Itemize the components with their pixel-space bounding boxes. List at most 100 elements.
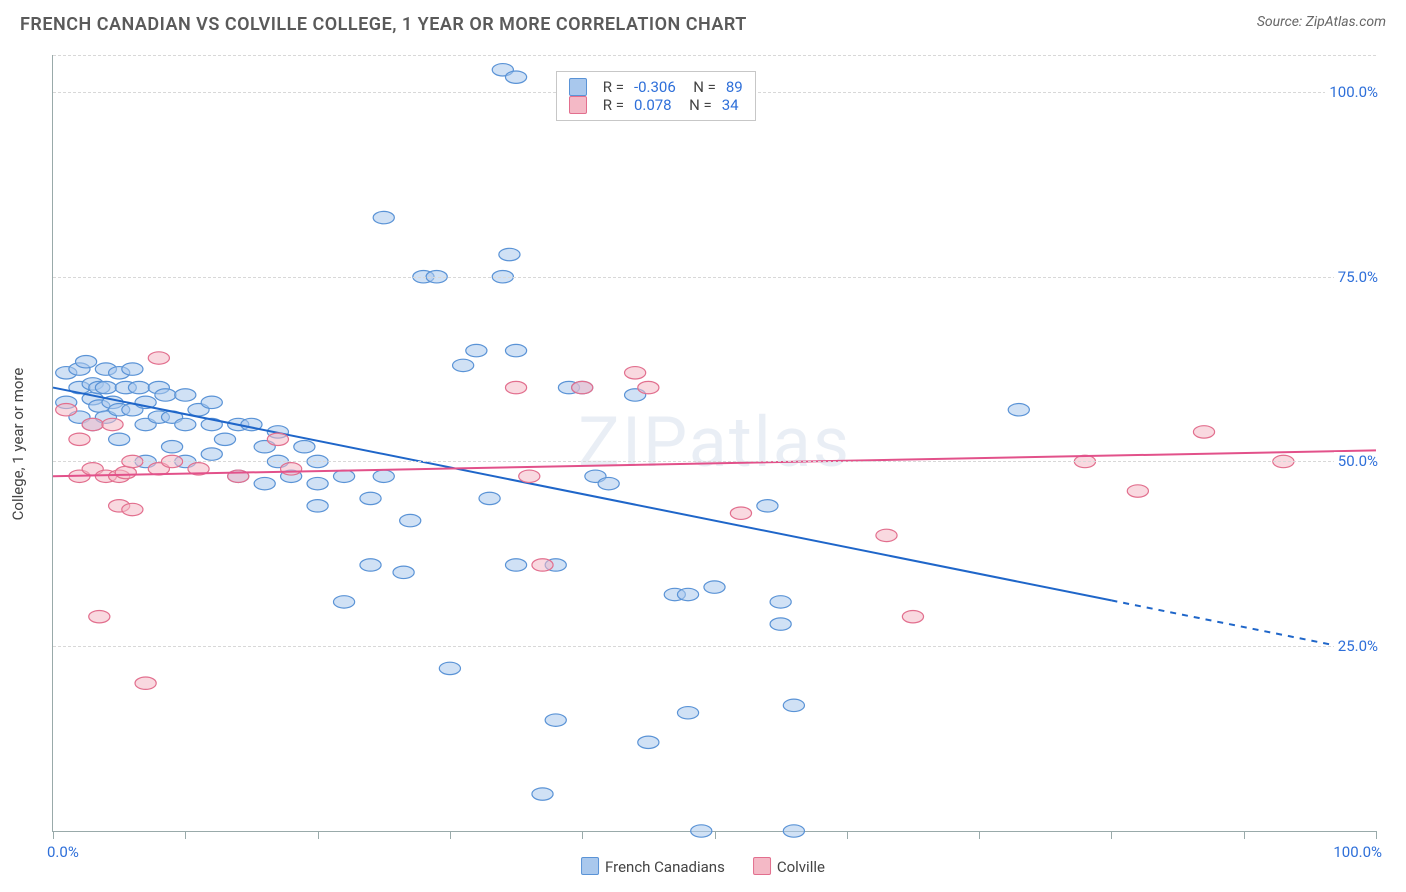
stats-row: R = -0.306 N = 89 [569,78,743,96]
data-point [499,248,520,260]
data-point [400,514,421,526]
gridline [53,277,1376,278]
header: FRENCH CANADIAN VS COLVILLE COLLEGE, 1 Y… [0,0,1406,41]
data-point [532,559,553,571]
y-tick-label: 25.0% [1334,637,1382,655]
legend-item: Colville [753,857,825,876]
y-tick-label: 100.0% [1325,83,1382,101]
data-point [122,363,143,375]
data-point [730,507,751,519]
data-point [82,418,103,430]
x-tick [1111,831,1112,839]
data-point [333,470,354,482]
data-point [625,367,646,379]
data-point [876,529,897,541]
legend-swatch [753,857,771,875]
y-tick-label: 50.0% [1334,452,1382,470]
x-axis-min-label: 0.0% [47,843,79,861]
legend-swatch [569,96,587,114]
regression-line [53,388,1111,601]
x-tick [1376,831,1377,839]
data-point [572,381,593,393]
data-point [638,381,659,393]
plot-svg [53,55,1376,831]
y-tick-label: 75.0% [1334,268,1382,286]
stats-row: R = 0.078 N = 34 [569,96,743,114]
data-point [201,448,222,460]
y-axis-label: College, 1 year or more [9,367,27,520]
stats-legend: R = -0.306 N = 89R = 0.078 N = 34 [556,71,756,121]
data-point [373,470,394,482]
data-point [453,359,474,371]
stat-n-value: 34 [722,96,739,114]
data-point [128,381,149,393]
legend-label: French Canadians [605,858,725,876]
x-tick [979,831,980,839]
stat-n-label: N = [682,96,712,114]
data-point [333,596,354,608]
data-point [783,699,804,711]
data-point [360,492,381,504]
data-point [598,477,619,489]
data-point [281,463,302,475]
stat-r-label: R = [603,96,624,114]
bottom-legend: French Canadians Colville [581,857,825,876]
data-point [122,503,143,515]
data-point [1127,485,1148,497]
data-point [505,381,526,393]
data-point [360,559,381,571]
x-tick [1244,831,1245,839]
stat-r-value: -0.306 [634,78,676,96]
x-axis-max-label: 100.0% [1333,843,1382,861]
x-tick [185,831,186,839]
data-point [294,440,315,452]
data-point [532,788,553,800]
data-point [89,610,110,622]
data-point [691,825,712,837]
data-point [69,433,90,445]
stat-r-value: 0.078 [634,96,672,114]
x-tick [715,831,716,839]
data-point [267,433,288,445]
data-point [770,596,791,608]
data-point [175,418,196,430]
data-point [56,404,77,416]
data-point [757,500,778,512]
data-point [307,500,328,512]
data-point [704,581,725,593]
data-point [175,389,196,401]
plot-region: ZIPatlas 0.0% 100.0% 25.0%50.0%75.0%100.… [52,55,1376,832]
stat-n-value: 89 [726,78,743,96]
stat-n-label: N = [686,78,716,96]
data-point [545,714,566,726]
legend-item: French Canadians [581,857,725,876]
chart-area: College, 1 year or more ZIPatlas 0.0% 10… [42,55,1382,832]
data-point [638,736,659,748]
data-point [148,352,169,364]
regression-line [53,450,1376,476]
legend-label: Colville [777,858,825,876]
data-point [135,677,156,689]
data-point [155,389,176,401]
data-point [505,559,526,571]
x-tick [847,831,848,839]
data-point [373,211,394,223]
data-point [161,440,182,452]
data-point [307,477,328,489]
x-tick [582,831,583,839]
data-point [519,470,540,482]
source-label: Source: ZipAtlas.com [1257,14,1386,30]
data-point [393,566,414,578]
data-point [201,396,222,408]
legend-swatch [569,78,587,96]
x-tick [450,831,451,839]
data-point [214,433,235,445]
data-point [254,477,275,489]
data-point [109,433,130,445]
data-point [677,588,698,600]
data-point [505,344,526,356]
data-point [95,381,116,393]
data-point [439,662,460,674]
data-point [505,71,526,83]
data-point [1193,426,1214,438]
